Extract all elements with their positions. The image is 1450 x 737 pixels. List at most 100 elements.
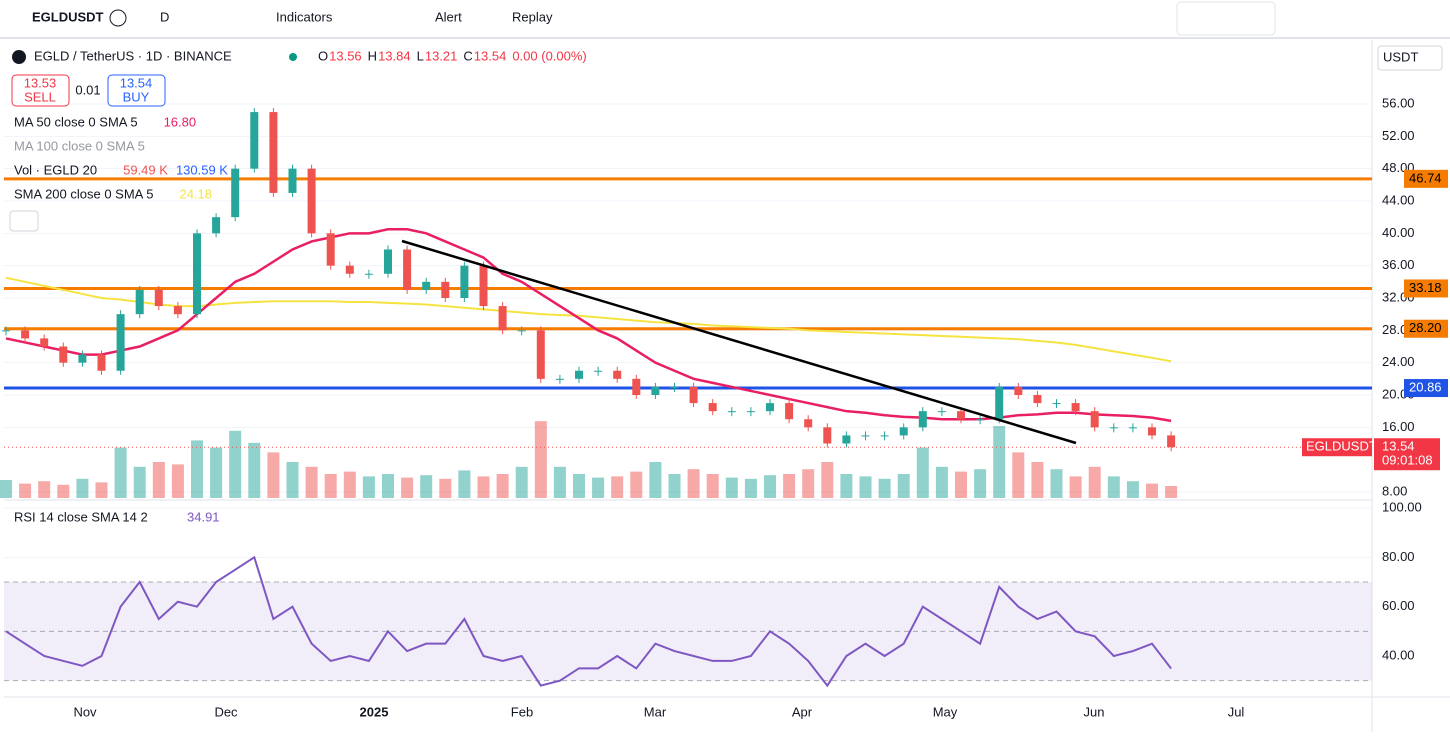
candle-body [689, 386, 698, 404]
level-label-bg [1404, 319, 1448, 338]
y-tick-label: 56.00 [1382, 95, 1415, 110]
sma200-line [5, 276, 1172, 363]
indicator-legend: Vol · EGLD 20 [14, 162, 97, 177]
volume-bar [210, 447, 223, 498]
ohlc-item: O [318, 48, 328, 63]
volume-bar [630, 471, 643, 498]
indicator-legend: 16.80 [164, 114, 197, 129]
candle-body [842, 435, 851, 444]
volume-bar [496, 474, 509, 498]
volume-bar [553, 466, 566, 498]
candle-body [269, 112, 278, 193]
candle-body [384, 249, 392, 274]
volume-bar [286, 462, 299, 498]
level-label: 28.20 [1409, 320, 1442, 335]
candle-body [1128, 427, 1137, 429]
candle-body [1052, 403, 1061, 405]
volume-bar [171, 464, 184, 498]
volume-bar [267, 452, 280, 498]
ohlc-item: 13.21 [425, 48, 458, 63]
market-status [289, 53, 297, 61]
rsi-tick-label: 40.00 [1382, 647, 1415, 662]
sell-button[interactable] [11, 74, 70, 107]
volume-bar [19, 483, 32, 498]
volume-bar [897, 474, 910, 498]
volume-bar [974, 469, 987, 498]
trend-line [401, 239, 1077, 445]
ohlc-item: H [368, 48, 377, 63]
candle-body [555, 378, 564, 380]
volume-bar [95, 482, 108, 498]
legend-title: EGLD / TetherUS · 1D · BINANCE [34, 48, 232, 63]
y-tick-label: 24.00 [1382, 354, 1415, 369]
replay-button[interactable]: Replay [512, 9, 553, 24]
y-tick-label: 16.00 [1382, 419, 1415, 434]
volume-bar [955, 471, 967, 498]
candle-body [918, 411, 927, 428]
volume-bar [0, 480, 12, 498]
interval[interactable]: D [160, 9, 169, 24]
volume-bar [783, 474, 796, 498]
add-symbol[interactable] [109, 9, 127, 27]
candle-body [498, 306, 507, 331]
candle-body [173, 306, 182, 315]
volume-bar [592, 477, 605, 498]
y-tick-label: 36.00 [1382, 257, 1415, 272]
y-tick-label: 40.00 [1382, 225, 1415, 240]
volume-bar [916, 447, 929, 498]
rsi-value: 34.91 [187, 509, 220, 524]
currency-select[interactable] [1377, 45, 1443, 71]
x-tick-label: Jul [1228, 704, 1245, 719]
candle-body [193, 233, 201, 315]
volume-bar [343, 471, 356, 498]
level-label: 20.86 [1409, 379, 1442, 394]
volume-bar [859, 476, 872, 498]
candle-body [899, 427, 908, 436]
drawing-tools[interactable] [1176, 1, 1276, 36]
x-tick-label: Feb [511, 704, 533, 719]
volume-bar [114, 447, 127, 498]
indicators-button[interactable]: Indicators [276, 9, 333, 24]
candle-body [1071, 403, 1080, 412]
y-tick-label: 44.00 [1382, 192, 1415, 207]
candle-body [785, 403, 794, 420]
volume-bar [764, 475, 776, 498]
candle-body [460, 265, 469, 298]
volume-bar [305, 466, 318, 498]
volume-bar [229, 430, 242, 498]
candle-body [995, 386, 1004, 420]
x-tick-label: May [933, 704, 958, 719]
volume-bar [439, 478, 452, 498]
level-label: 46.74 [1409, 170, 1442, 185]
last-price-name: EGLDUSDT [1306, 439, 1377, 454]
volume-bar [133, 466, 146, 498]
level-label: 33.18 [1409, 280, 1442, 295]
level-label-bg [1404, 379, 1448, 398]
candle-body [651, 386, 660, 395]
volume-bar [687, 469, 700, 498]
alert-button[interactable]: Alert [435, 9, 462, 24]
y-tick-label: 52.00 [1382, 128, 1415, 143]
volume-bar [248, 442, 261, 498]
sell-price: 13.53 [24, 75, 57, 90]
candle-body [135, 289, 144, 315]
candle-body [727, 411, 736, 413]
volume-bar [668, 474, 681, 498]
candle-body [1014, 386, 1023, 395]
candle-body [40, 338, 49, 347]
indicator-legend: SMA 200 close 0 SMA 5 [14, 186, 153, 201]
volume-bar [1165, 486, 1178, 498]
rsi-tick-label: 60.00 [1382, 598, 1415, 613]
candle-body [613, 370, 622, 379]
volume-bar [76, 478, 89, 498]
level-label-bg [1404, 279, 1448, 298]
volume-bar [573, 474, 585, 498]
candle-body [746, 411, 755, 413]
buy-button[interactable] [107, 74, 166, 107]
candle-body [1109, 427, 1118, 429]
collapse-legend[interactable] [9, 210, 39, 232]
volume-bar [993, 426, 1006, 498]
rsi-tick-label: 80.00 [1382, 549, 1415, 564]
volume-bar [382, 474, 394, 498]
symbol[interactable]: EGLDUSDT [32, 9, 104, 24]
